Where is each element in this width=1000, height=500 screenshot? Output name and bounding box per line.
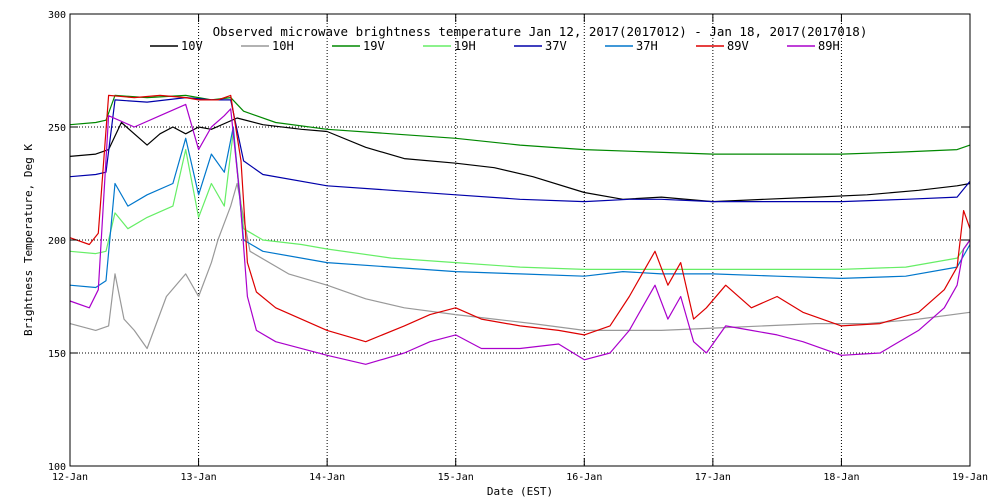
series-line-89h (69, 103, 971, 365)
series-line-37v (69, 96, 971, 203)
x-tick-label: 18-Jan (823, 472, 859, 483)
series-line-10h (69, 182, 971, 350)
x-tick-label: 19-Jan (952, 472, 988, 483)
series-line-10v (69, 117, 971, 203)
legend-label-19h: 19H (454, 39, 476, 53)
legend: 10V 10H 19V 19H 37V 37H 89V 89H (150, 39, 840, 53)
legend-label-37h: 37H (636, 39, 658, 53)
x-tick-label: 13-Jan (181, 472, 217, 483)
legend-label-89h: 89H (818, 39, 840, 53)
series-line-19v (69, 94, 971, 155)
x-axis-title: Date (EST) (487, 485, 553, 498)
legend-label-19v: 19V (363, 39, 385, 53)
y-axis-title: Brightness Temperature, Deg K (22, 144, 35, 336)
series-line-89v (69, 94, 971, 343)
legend-label-37v: 37V (545, 39, 567, 53)
x-tick-label: 15-Jan (438, 472, 474, 483)
grid (70, 14, 970, 466)
y-tick-label: 200 (48, 236, 66, 247)
series-line-19h (69, 130, 971, 270)
x-tick-label: 16-Jan (566, 472, 602, 483)
x-tick-label: 17-Jan (695, 472, 731, 483)
y-tick-label: 100 (48, 462, 66, 473)
y-tick-label: 300 (48, 10, 66, 21)
series-line-37h (69, 126, 971, 289)
y-tick-label: 250 (48, 123, 66, 134)
x-tick-label: 12-Jan (52, 472, 88, 483)
legend-label-10v: 10V (181, 39, 203, 53)
legend-label-10h: 10H (272, 39, 294, 53)
x-tick-label: 14-Jan (309, 472, 345, 483)
series-lines (69, 94, 971, 365)
axis-ticks: 12-Jan 13-Jan 14-Jan 15-Jan 16-Jan 17-Jan 18-J… (48, 10, 988, 483)
chart-title: Observed microwave brightness temperatur… (213, 24, 868, 39)
legend-label-89v: 89V (727, 39, 749, 53)
y-tick-label: 150 (48, 349, 66, 360)
